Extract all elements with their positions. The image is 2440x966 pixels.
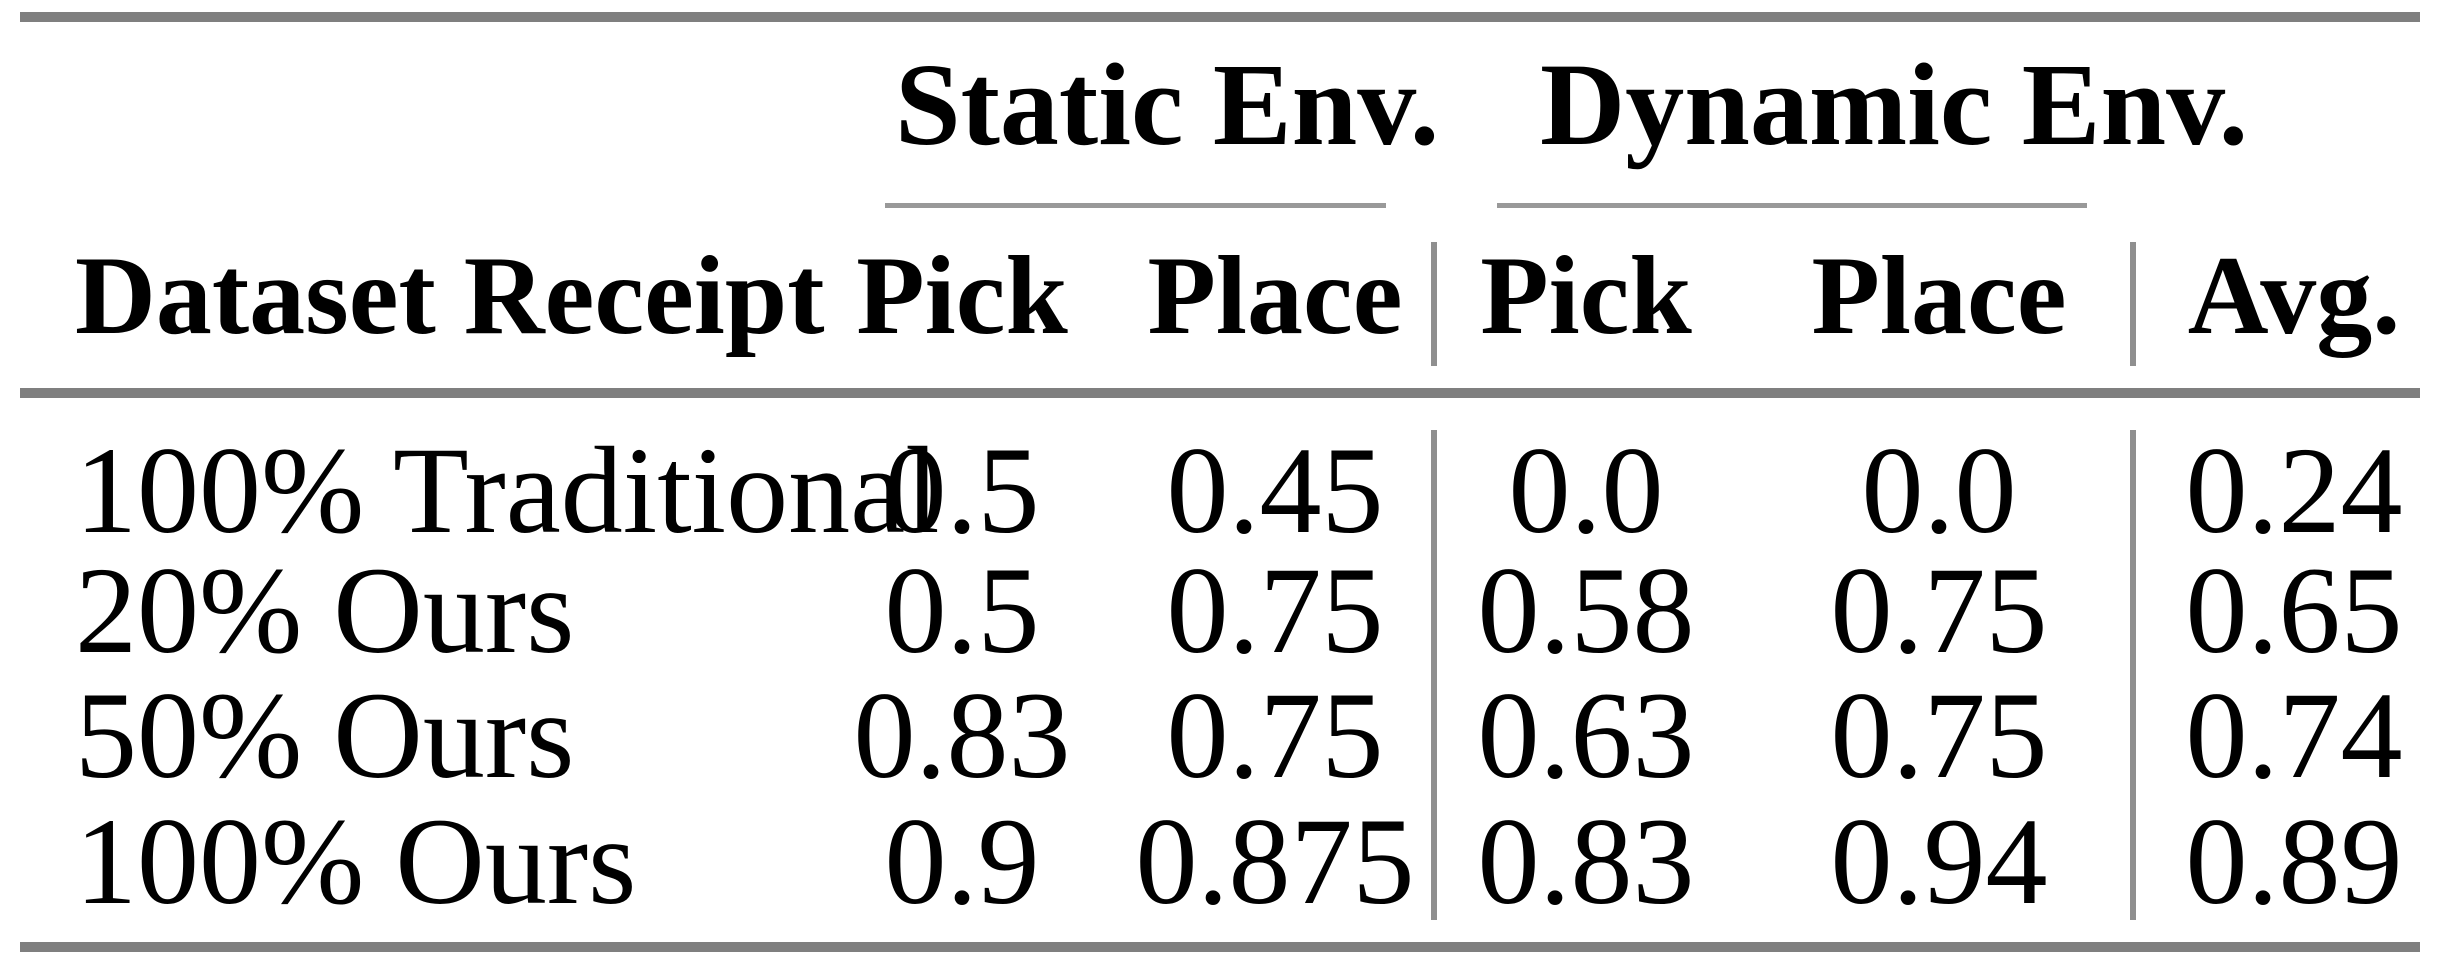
column-header-avg: Avg. [2187,234,2401,358]
vertical-rule-static-dynamic-header [1431,242,1437,366]
row-label: 20% Ours [75,542,575,679]
group-header-static-env: Static Env. [895,39,1440,170]
column-header-dynamic-place: Place [1811,234,2067,358]
column-header-dataset-receipt: Dataset Receipt [75,234,825,358]
cell-avg: 0.65 [2185,542,2403,679]
cell-static-place: 0.875 [1135,793,1415,930]
cell-dynamic-place: 0.0 [1861,422,2017,559]
cmidrule-dynamic-env [1497,203,2087,208]
cell-static-place: 0.45 [1166,422,1384,559]
cell-avg: 0.89 [2185,793,2403,930]
cell-static-pick: 0.5 [884,542,1040,679]
vertical-rule-dynamic-avg-body [2130,430,2136,920]
cell-avg: 0.24 [2185,422,2403,559]
cell-static-pick: 0.5 [884,422,1040,559]
group-header-dynamic-env: Dynamic Env. [1540,39,2249,170]
vertical-rule-static-dynamic-body [1431,430,1437,920]
cell-dynamic-pick: 0.63 [1477,667,1695,804]
column-header-static-place: Place [1147,234,1403,358]
row-label: 100% Ours [75,793,637,930]
cell-static-place: 0.75 [1166,542,1384,679]
table-top-rule [20,12,2420,22]
cmidrule-static-env [885,203,1386,208]
cell-dynamic-pick: 0.83 [1477,793,1695,930]
cell-dynamic-place: 0.94 [1830,793,2048,930]
cell-dynamic-pick: 0.0 [1508,422,1664,559]
column-header-dynamic-pick: Pick [1480,234,1692,358]
cell-static-pick: 0.83 [853,667,1071,804]
cell-avg: 0.74 [2185,667,2403,804]
table-mid-rule [20,388,2420,398]
cell-dynamic-place: 0.75 [1830,667,2048,804]
column-header-static-pick: Pick [856,234,1068,358]
vertical-rule-dynamic-avg-header [2130,242,2136,366]
row-label: 50% Ours [75,667,575,804]
cell-static-place: 0.75 [1166,667,1384,804]
cell-dynamic-place: 0.75 [1830,542,2048,679]
row-label: 100% Traditional [75,422,940,559]
table-bottom-rule [20,942,2420,952]
cell-dynamic-pick: 0.58 [1477,542,1695,679]
cell-static-pick: 0.9 [884,793,1040,930]
